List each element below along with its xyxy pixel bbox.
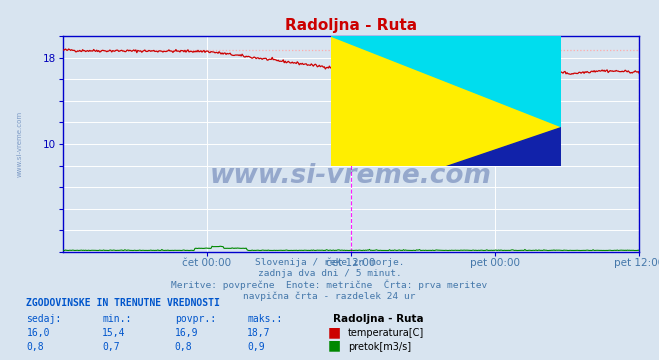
Text: navpična črta - razdelek 24 ur: navpična črta - razdelek 24 ur [243, 292, 416, 301]
Text: ■: ■ [328, 338, 341, 352]
Text: min.:: min.: [102, 314, 132, 324]
Polygon shape [446, 127, 561, 166]
Polygon shape [331, 36, 561, 127]
Text: sedaj:: sedaj: [26, 314, 61, 324]
Text: zadnja dva dni / 5 minut.: zadnja dva dni / 5 minut. [258, 269, 401, 278]
Text: 16,9: 16,9 [175, 328, 198, 338]
Text: 18,7: 18,7 [247, 328, 271, 338]
Text: Meritve: povprečne  Enote: metrične  Črta: prva meritev: Meritve: povprečne Enote: metrične Črta:… [171, 279, 488, 290]
Text: temperatura[C]: temperatura[C] [348, 328, 424, 338]
Text: ZGODOVINSKE IN TRENUTNE VREDNOSTI: ZGODOVINSKE IN TRENUTNE VREDNOSTI [26, 298, 220, 308]
Text: povpr.:: povpr.: [175, 314, 215, 324]
Text: maks.:: maks.: [247, 314, 282, 324]
Text: 0,8: 0,8 [26, 342, 44, 352]
Text: 0,7: 0,7 [102, 342, 120, 352]
Text: 15,4: 15,4 [102, 328, 126, 338]
Text: pretok[m3/s]: pretok[m3/s] [348, 342, 411, 352]
Text: Radoljna - Ruta: Radoljna - Ruta [333, 314, 424, 324]
Title: Radoljna - Ruta: Radoljna - Ruta [285, 18, 417, 33]
Text: 0,8: 0,8 [175, 342, 192, 352]
Text: www.si-vreme.com: www.si-vreme.com [16, 111, 22, 177]
Text: ■: ■ [328, 325, 341, 339]
Text: www.si-vreme.com: www.si-vreme.com [210, 163, 492, 189]
Text: 0,9: 0,9 [247, 342, 265, 352]
Text: Slovenija / reke in morje.: Slovenija / reke in morje. [255, 258, 404, 267]
Text: 16,0: 16,0 [26, 328, 50, 338]
